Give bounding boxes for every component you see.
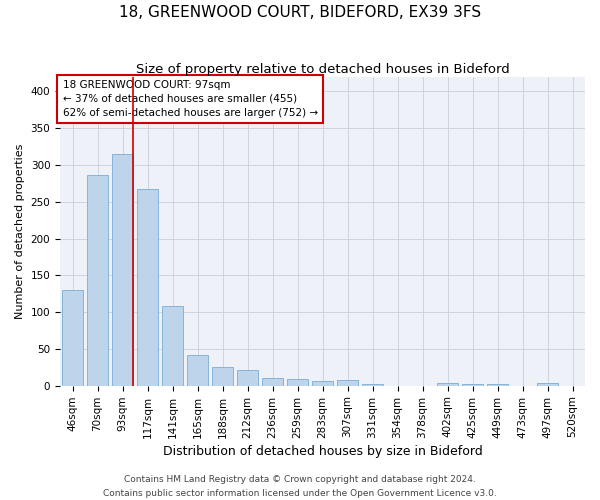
Bar — [187, 355, 208, 386]
Bar — [362, 384, 383, 386]
Bar — [312, 380, 333, 386]
Bar — [237, 370, 258, 386]
Bar — [212, 366, 233, 386]
Bar — [462, 384, 483, 386]
Text: 18, GREENWOOD COURT, BIDEFORD, EX39 3FS: 18, GREENWOOD COURT, BIDEFORD, EX39 3FS — [119, 5, 481, 20]
Bar — [87, 174, 108, 386]
Bar — [162, 306, 183, 386]
X-axis label: Distribution of detached houses by size in Bideford: Distribution of detached houses by size … — [163, 444, 482, 458]
Text: Contains HM Land Registry data © Crown copyright and database right 2024.
Contai: Contains HM Land Registry data © Crown c… — [103, 476, 497, 498]
Bar — [62, 290, 83, 386]
Bar — [262, 378, 283, 386]
Bar — [287, 379, 308, 386]
Bar — [137, 188, 158, 386]
Bar — [487, 384, 508, 386]
Title: Size of property relative to detached houses in Bideford: Size of property relative to detached ho… — [136, 62, 509, 76]
Bar — [537, 383, 558, 386]
Bar — [112, 154, 133, 386]
Bar — [337, 380, 358, 386]
Text: 18 GREENWOOD COURT: 97sqm
← 37% of detached houses are smaller (455)
62% of semi: 18 GREENWOOD COURT: 97sqm ← 37% of detac… — [62, 80, 318, 118]
Y-axis label: Number of detached properties: Number of detached properties — [15, 144, 25, 319]
Bar — [437, 383, 458, 386]
